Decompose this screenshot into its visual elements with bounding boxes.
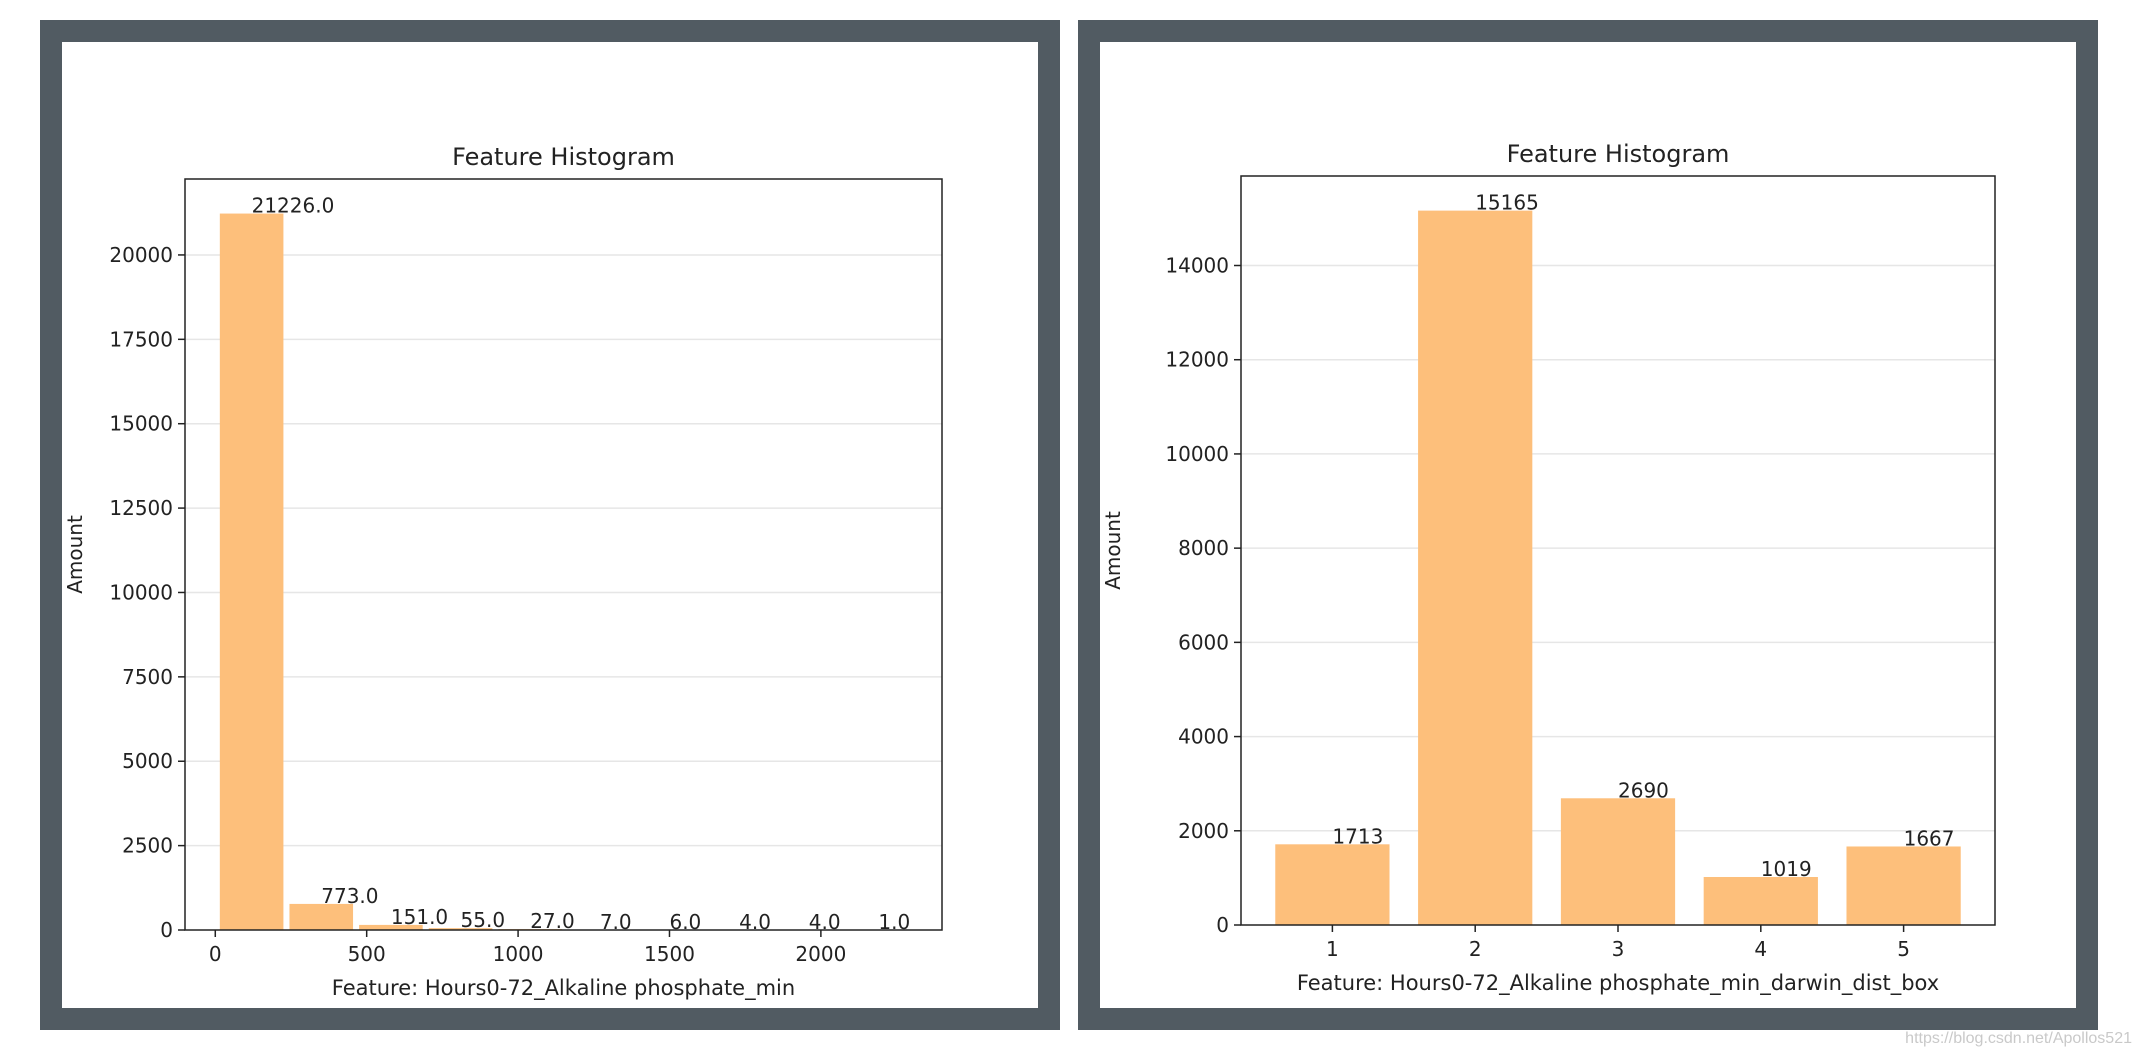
y-tick-label: 0: [1216, 913, 1229, 937]
y-tick-label: 4000: [1178, 725, 1229, 749]
data-label-2: 15165: [1475, 191, 1539, 215]
y-tick-label: 12500: [109, 496, 173, 520]
bar-5: [1846, 846, 1961, 925]
data-label-5: 27.0: [530, 909, 575, 933]
y-tick-label: 7500: [122, 665, 173, 689]
x-tick-label: 500: [348, 942, 386, 966]
left-chart-panel: 21226.0 773.0 151.0 55.0 27.0 7.0 6.0 4.0 4.0 1.0…: [40, 20, 1060, 1030]
y-tick-label: 15000: [109, 412, 173, 436]
bar-2: [1418, 210, 1533, 925]
data-label-2: 773.0: [321, 884, 378, 908]
y-axis-label: Amount: [63, 515, 87, 594]
plot-frame: [184, 178, 943, 931]
y-tick-label: 2500: [122, 834, 173, 858]
x-tick-label: 5: [1897, 937, 1910, 961]
chart-title: Feature Histogram: [1507, 140, 1730, 168]
data-label-1: 1713: [1332, 824, 1383, 848]
y-tick-label: 12000: [1165, 348, 1229, 372]
x-tick-label: 1000: [493, 942, 544, 966]
bar-4: [1703, 876, 1818, 925]
data-label-4: 1019: [1761, 857, 1812, 881]
y-tick-label: 8000: [1178, 536, 1229, 560]
data-label-1: 21226.0: [252, 194, 335, 218]
y-tick-label: 17500: [109, 327, 173, 351]
bar-3: [359, 924, 423, 930]
y-axis-label: Amount: [1101, 511, 1125, 590]
data-label-4: 55.0: [461, 908, 506, 932]
data-label-3: 2690: [1618, 778, 1669, 802]
x-axis-label: Feature: Hours0-72_Alkaline phosphate_mi…: [1297, 971, 1939, 996]
data-label-3: 151.0: [391, 905, 448, 929]
bar-4: [428, 928, 493, 930]
x-tick-label: 2: [1469, 937, 1482, 961]
watermark: https://blog.csdn.net/Apollos521: [1905, 1030, 2132, 1047]
y-tick-label: 0: [160, 918, 173, 942]
x-tick-label: 0: [209, 942, 222, 966]
x-tick-label: 4: [1754, 937, 1767, 961]
x-tick-label: 3: [1612, 937, 1625, 961]
y-tick-label: 20000: [109, 243, 173, 267]
y-tick-label: 5000: [122, 749, 173, 773]
y-tick-label: 10000: [109, 580, 173, 604]
bar-2: [289, 903, 354, 930]
bar-3: [1560, 798, 1676, 925]
x-tick-label: 1500: [644, 942, 695, 966]
y-tick-label: 6000: [1178, 630, 1229, 654]
y-tick-label: 2000: [1178, 819, 1229, 843]
bar-1: [1275, 844, 1390, 925]
data-label-5: 1667: [1904, 826, 1955, 850]
bar-1: [219, 213, 284, 931]
right-chart-panel: 1713 15165 2690 1019 1667 0 2000 4000 6000 8000 10…: [1078, 20, 2098, 1030]
x-tick-label: 1: [1326, 937, 1339, 961]
y-tick-label: 14000: [1165, 254, 1229, 278]
chart-title: Feature Histogram: [452, 143, 675, 171]
x-tick-label: 2000: [795, 942, 846, 966]
x-axis-label: Feature: Hours0-72_Alkaline phosphate_mi…: [332, 976, 795, 1001]
darwin-dist-box-histogram: 1713 15165 2690 1019 1667 0 2000 4000 6000 8000 10…: [1101, 140, 1996, 996]
y-tick-label: 10000: [1165, 442, 1229, 466]
